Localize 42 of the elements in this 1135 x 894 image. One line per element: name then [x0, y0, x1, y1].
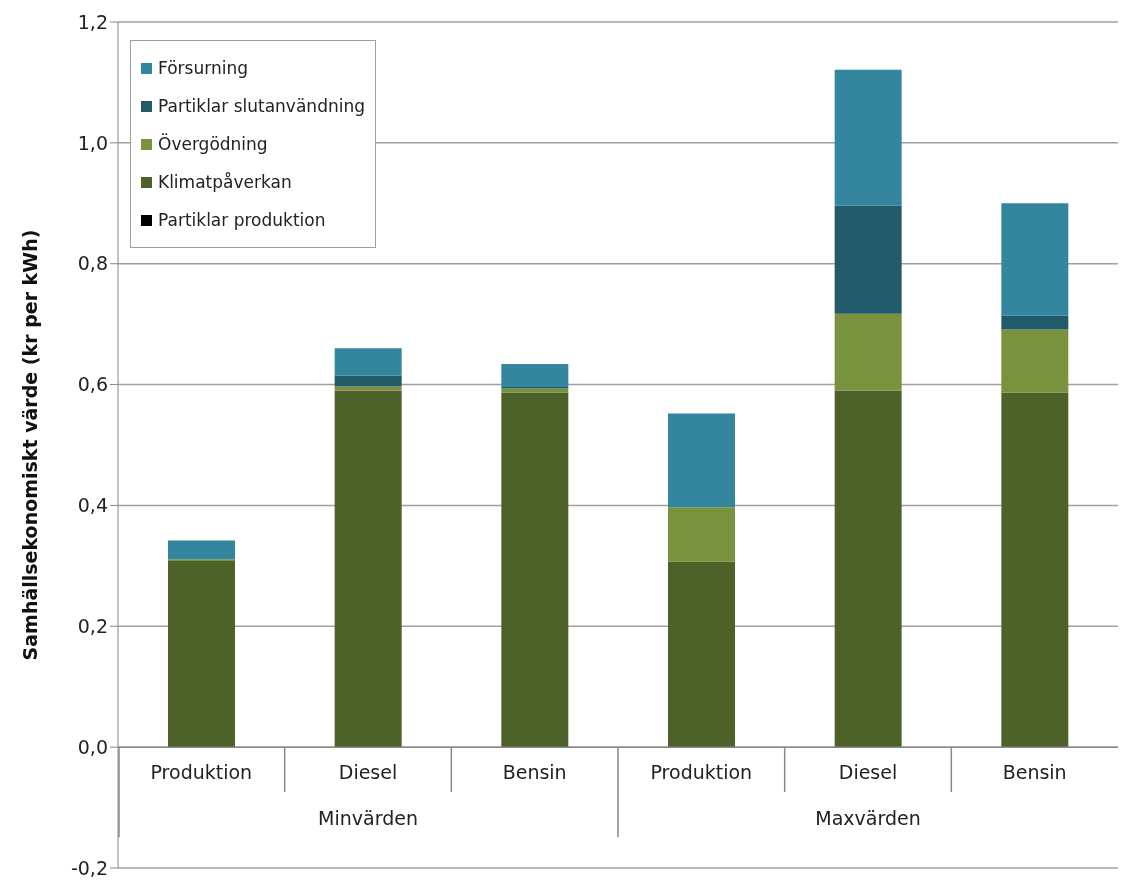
y-tick-label: -0,2 — [70, 856, 108, 879]
bar — [834, 205, 902, 314]
bar — [668, 413, 735, 508]
annotation: Maxvärden — [814, 807, 922, 830]
bar — [668, 507, 735, 562]
bar — [834, 390, 902, 748]
legend-label: Övergödning — [158, 134, 268, 154]
y-tick-label: 0,8 — [77, 252, 108, 275]
annotation: Minvärden — [317, 807, 419, 830]
bar — [1001, 203, 1069, 316]
bar — [334, 375, 402, 387]
bar — [501, 392, 569, 748]
legend-label: Partiklar slutanvändning — [158, 96, 365, 116]
bar — [834, 69, 902, 206]
x-tick-label: Bensin — [501, 761, 568, 784]
y-tick-label: 0,0 — [77, 735, 108, 758]
bar — [334, 386, 402, 391]
y-tick-label: 0,4 — [77, 494, 108, 517]
bar — [1001, 315, 1069, 330]
legend-label: Partiklar produktion — [158, 210, 326, 230]
y-tick-label: 0,6 — [77, 373, 108, 396]
bar — [1001, 329, 1069, 393]
bar — [334, 390, 402, 748]
y-tick-label: 0,2 — [77, 615, 108, 638]
bar — [501, 364, 569, 387]
y-axis-title: Samhällsekonomiskt värde (kr per kWh) — [18, 229, 41, 661]
bar — [834, 313, 902, 391]
x-tick-label: Produktion — [149, 761, 254, 784]
x-tick-label: Bensin — [1001, 761, 1068, 784]
bar — [668, 561, 735, 748]
bar — [168, 540, 235, 560]
bar — [334, 348, 402, 376]
legend-label: Försurning — [158, 58, 248, 78]
x-tick-label: Produktion — [649, 761, 754, 784]
bar — [1001, 392, 1069, 748]
y-tick-label: 1,2 — [77, 10, 108, 33]
x-tick-label: Diesel — [837, 761, 899, 784]
x-tick-label: Diesel — [337, 761, 399, 784]
bar — [168, 561, 235, 748]
legend-label: Klimatpåverkan — [158, 172, 292, 192]
y-tick-label: 1,0 — [77, 131, 108, 154]
bar — [501, 388, 569, 393]
